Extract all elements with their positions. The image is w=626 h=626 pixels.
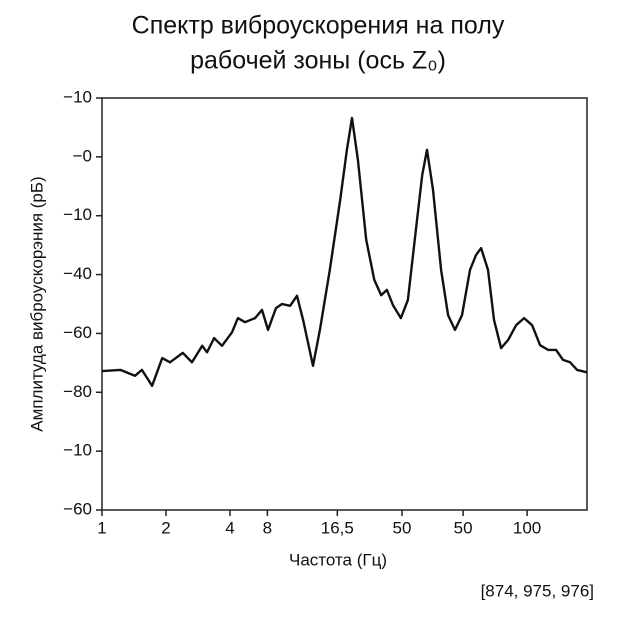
y-tick-label: −60 [63, 323, 92, 342]
y-tick-label: −10 [63, 87, 92, 106]
line-series [101, 116, 588, 387]
x-tick-label: 4 [225, 518, 234, 537]
y-tick-label: −10 [63, 441, 92, 460]
y-tick-label: −80 [63, 382, 92, 401]
x-axis-label: Частота (Гц) [289, 550, 387, 569]
chart-title: рабочей зоны (ось Z₀) [190, 47, 446, 75]
x-tick-label: 100 [513, 518, 541, 537]
y-tick-label: −0 [73, 146, 92, 165]
x-tick-label: 50 [454, 518, 473, 537]
chart-title: Спектр виброускорения на полу [132, 12, 505, 40]
y-tick-label: −40 [63, 264, 92, 283]
x-tick-label: 1 [97, 518, 106, 537]
y-tick-label: −10 [63, 205, 92, 224]
annotation: [874, 975, 976] [481, 581, 594, 600]
x-tick-label: 50 [393, 518, 412, 537]
x-tick-label: 2 [161, 518, 170, 537]
x-tick-label: 8 [263, 518, 272, 537]
plot-frame [101, 97, 588, 511]
y-tick-label: −60 [63, 499, 92, 518]
y-axis-label: Амплитуда виброускорэния (рБ) [27, 176, 46, 431]
x-tick-label: 16,5 [321, 518, 354, 537]
